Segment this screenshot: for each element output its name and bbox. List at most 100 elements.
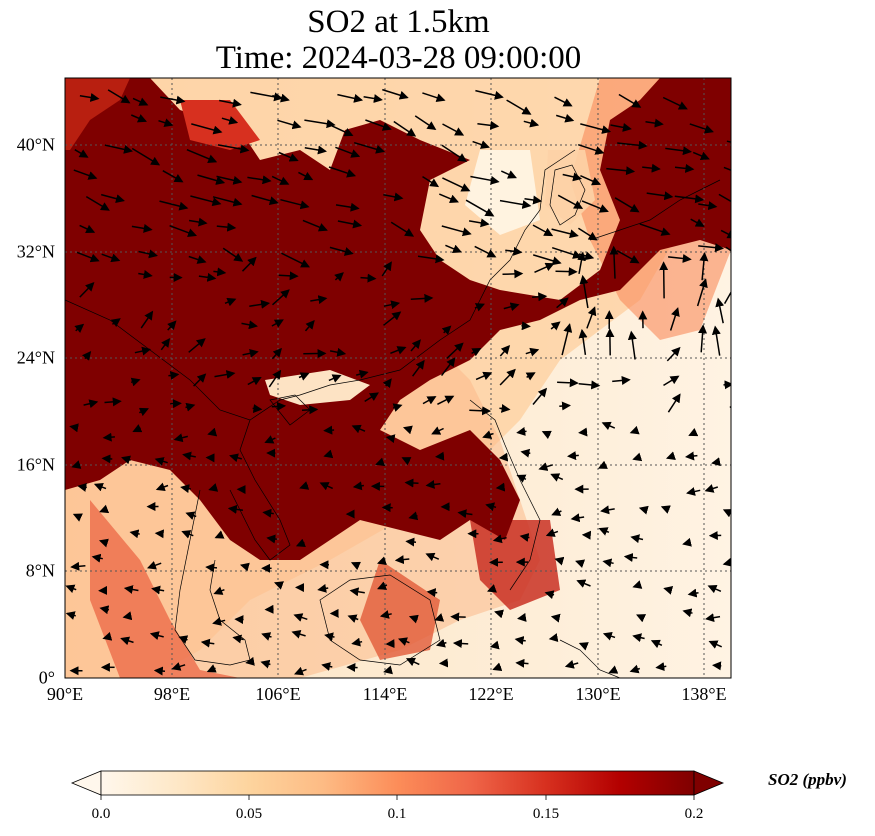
wind-arrow bbox=[278, 271, 299, 281]
wind-arrow bbox=[101, 193, 125, 203]
colorbar-under-extend bbox=[70, 770, 102, 796]
wind-arrow bbox=[363, 94, 383, 103]
wind-arrow bbox=[638, 505, 649, 515]
wind-arrow bbox=[397, 637, 410, 646]
wind-arrow bbox=[79, 282, 95, 298]
wind-arrow bbox=[442, 123, 465, 136]
wind-arrow bbox=[239, 562, 250, 572]
wind-arrow bbox=[534, 262, 555, 273]
wind-arrow bbox=[383, 300, 401, 310]
wind-arrow bbox=[524, 195, 543, 205]
wind-arrow bbox=[519, 533, 530, 542]
wind-arrow bbox=[277, 119, 302, 130]
wind-arrow bbox=[609, 245, 619, 279]
x-tick-106E: 106°E bbox=[255, 684, 301, 704]
wind-arrow bbox=[690, 218, 705, 227]
wind-arrow bbox=[365, 119, 392, 131]
wind-arrow bbox=[718, 193, 731, 203]
wind-arrow bbox=[623, 553, 638, 562]
wind-arrow bbox=[301, 405, 319, 415]
wind-arrow bbox=[425, 552, 440, 562]
wind-arrow bbox=[304, 319, 315, 332]
wind-arrow bbox=[170, 399, 182, 409]
wind-arrow bbox=[197, 174, 226, 185]
wind-arrow bbox=[181, 530, 194, 539]
wind-arrow bbox=[159, 200, 189, 211]
y-tick-32N: 32°N bbox=[16, 241, 55, 262]
wind-arrow bbox=[650, 639, 663, 649]
wind-arrow bbox=[185, 402, 196, 412]
wind-arrow bbox=[492, 662, 503, 671]
wind-arrow bbox=[73, 169, 98, 180]
y-tick-40N: 40°N bbox=[16, 134, 55, 155]
wind-arrow bbox=[351, 637, 363, 647]
wind-arrow bbox=[383, 192, 404, 202]
wind-arrow bbox=[405, 657, 420, 667]
wind-arrow bbox=[548, 633, 559, 643]
wind-arrow bbox=[646, 191, 674, 201]
wind-arrow bbox=[134, 346, 152, 356]
wind-arrow bbox=[665, 451, 676, 460]
wind-arrow bbox=[252, 404, 263, 413]
wind-arrow bbox=[129, 529, 140, 539]
wind-arrow bbox=[260, 659, 271, 669]
wind-arrow bbox=[556, 297, 569, 309]
wind-arrow bbox=[271, 289, 290, 306]
wind-arrow bbox=[551, 228, 579, 239]
wind-arrow bbox=[280, 198, 310, 210]
wind-arrow bbox=[441, 144, 468, 162]
wind-arrow bbox=[580, 123, 612, 134]
wind-arrow bbox=[206, 664, 217, 673]
wind-arrow bbox=[324, 632, 335, 642]
wind-arrow bbox=[268, 369, 282, 388]
wind-arrow bbox=[294, 666, 307, 676]
wind-arrow bbox=[545, 528, 559, 537]
wind-arrow bbox=[408, 614, 419, 624]
wind-arrow bbox=[579, 274, 589, 309]
wind-arrow bbox=[551, 507, 562, 516]
x-tick-138E: 138°E bbox=[681, 684, 727, 704]
wind-arrow bbox=[335, 146, 361, 158]
wind-arrow bbox=[304, 119, 336, 129]
wind-arrow bbox=[298, 372, 310, 381]
wind-arrow bbox=[213, 267, 227, 277]
wind-arrow bbox=[242, 348, 259, 358]
wind-arrow bbox=[541, 430, 552, 440]
wind-arrow bbox=[186, 149, 218, 163]
wind-arrow bbox=[102, 631, 113, 641]
wind-arrow bbox=[212, 196, 243, 207]
wind-arrow bbox=[550, 321, 561, 331]
wind-arrow bbox=[696, 278, 708, 307]
wind-arrow bbox=[132, 97, 149, 106]
wind-arrow bbox=[104, 397, 122, 407]
x-tick-90E: 90°E bbox=[46, 684, 84, 704]
wind-arrow bbox=[503, 302, 520, 312]
wind-arrow bbox=[544, 590, 555, 600]
wind-arrow bbox=[666, 346, 681, 362]
wind-arrow bbox=[271, 347, 282, 360]
wind-arrow bbox=[505, 246, 523, 256]
wind-arrow bbox=[410, 339, 421, 352]
wind-arrow bbox=[323, 425, 335, 435]
wind-arrow bbox=[70, 561, 86, 571]
wind-arrow bbox=[495, 482, 506, 492]
wind-arrow bbox=[598, 527, 610, 536]
y-tick-8N: 8°N bbox=[25, 560, 55, 581]
wind-arrow bbox=[704, 484, 719, 493]
wind-arrow bbox=[251, 194, 279, 206]
wind-arrow bbox=[385, 434, 396, 444]
wind-arrow bbox=[578, 427, 588, 437]
wind-arrow bbox=[475, 371, 493, 381]
wind-arrow bbox=[632, 452, 643, 462]
wind-arrow bbox=[551, 246, 583, 259]
wind-arrow bbox=[576, 579, 591, 588]
wind-arrow bbox=[632, 633, 645, 643]
wind-arrow bbox=[502, 269, 524, 279]
wind-arrow bbox=[394, 555, 410, 565]
wind-arrow bbox=[83, 399, 99, 409]
wind-arrow bbox=[663, 586, 674, 595]
so2-field bbox=[65, 78, 731, 678]
wind-arrow bbox=[616, 250, 640, 264]
